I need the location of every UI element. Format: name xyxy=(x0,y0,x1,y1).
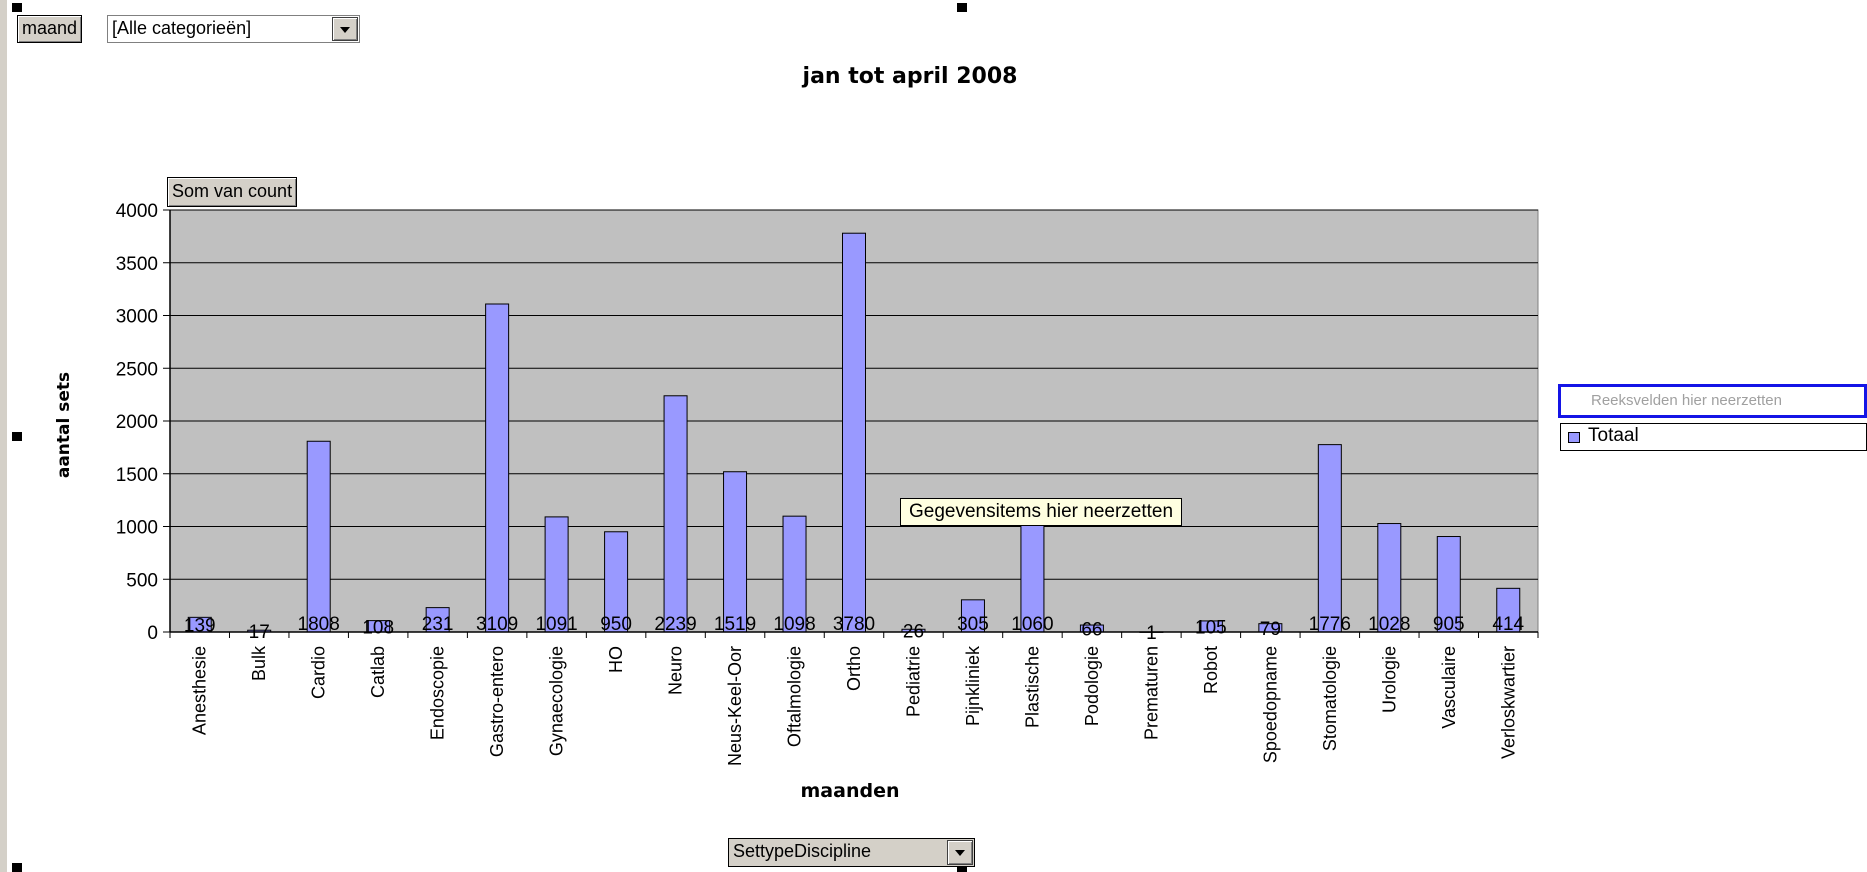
data-label: 305 xyxy=(957,614,989,635)
x-tick-label: Prematuren xyxy=(1141,646,1161,740)
x-tick-label: Pediatrie xyxy=(903,646,923,717)
bar[interactable] xyxy=(663,395,688,633)
x-tick-label: Neuro xyxy=(666,646,686,695)
page-field-value: [Alle categorieën] xyxy=(112,18,252,38)
y-tick-label: 500 xyxy=(126,570,158,591)
data-label: 26 xyxy=(903,622,924,643)
x-tick-label: Stomatologie xyxy=(1320,646,1340,751)
data-label: 79 xyxy=(1260,619,1281,640)
x-tick-label: Oftalmologie xyxy=(785,646,805,747)
data-label: 1776 xyxy=(1309,614,1351,635)
data-label: 1 xyxy=(1146,623,1157,644)
x-tick-label: Catlab xyxy=(368,646,388,698)
bar[interactable] xyxy=(723,471,748,633)
resize-handle-top-left[interactable] xyxy=(12,3,22,12)
data-items-drop-zone[interactable]: Gegevensitems hier neerzetten xyxy=(900,498,1183,526)
y-tick-label: 3500 xyxy=(116,254,158,275)
x-tick-label: HO xyxy=(606,646,626,673)
y-tick-label: 0 xyxy=(147,623,158,644)
data-label: 2239 xyxy=(654,614,696,635)
y-tick-label: 4000 xyxy=(116,201,158,222)
bar[interactable] xyxy=(485,303,510,633)
y-tick-label: 1000 xyxy=(116,518,158,539)
data-field-button[interactable]: Som van count xyxy=(167,177,298,207)
x-tick-label: Gastro-entero xyxy=(487,646,507,757)
x-tick-label: Pijnkliniek xyxy=(963,645,983,726)
x-tick-label: Plastische xyxy=(1022,646,1042,728)
bar[interactable] xyxy=(842,232,866,633)
x-axis-label: maanden xyxy=(800,780,900,802)
page-field-dropdown[interactable]: [Alle categorieën] xyxy=(107,15,360,43)
bar[interactable] xyxy=(306,440,331,633)
legend-label: Totaal xyxy=(1588,425,1639,446)
chart-title: jan tot april 2008 xyxy=(802,64,1018,89)
data-label: 231 xyxy=(422,614,454,635)
x-tick-label: Gynaecologie xyxy=(547,646,567,756)
x-tick-label: Neus-Keel-Oor xyxy=(725,646,745,766)
resize-handle-middle-left[interactable] xyxy=(12,432,22,441)
resize-handle-bottom-center[interactable] xyxy=(957,863,967,872)
x-tick-label: Verloskwartier xyxy=(1498,646,1518,759)
x-tick-label: Robot xyxy=(1201,646,1221,694)
data-label: 1060 xyxy=(1011,614,1053,635)
resize-handle-top-center[interactable] xyxy=(957,3,967,12)
data-label: 1028 xyxy=(1368,614,1410,635)
legend-swatch xyxy=(1568,432,1580,443)
y-tick-label: 3000 xyxy=(116,307,158,328)
chevron-down-icon[interactable] xyxy=(332,17,358,41)
data-label: 105 xyxy=(1195,617,1227,638)
y-tick-label: 1500 xyxy=(116,465,158,486)
resize-handle-bottom-left[interactable] xyxy=(12,863,22,872)
data-label: 3780 xyxy=(833,614,875,635)
legend: Totaal xyxy=(1560,423,1867,451)
x-tick-label: Urologie xyxy=(1379,646,1399,713)
x-tick-label: Endoscopie xyxy=(428,646,448,740)
data-label: 1098 xyxy=(773,614,815,635)
y-tick-label: 2500 xyxy=(116,359,158,380)
x-tick-label: Vasculaire xyxy=(1439,646,1459,729)
x-tick-label: Bulk xyxy=(249,645,269,681)
x-tick-label: Spoedopname xyxy=(1260,646,1280,763)
window-left-border xyxy=(0,0,7,872)
bar[interactable] xyxy=(1317,444,1342,633)
x-tick-label: Podologie xyxy=(1082,646,1102,726)
data-label: 905 xyxy=(1433,614,1465,635)
data-label: 3109 xyxy=(476,614,518,635)
x-tick-label: Ortho xyxy=(844,646,864,691)
x-tick-label: Cardio xyxy=(309,646,329,699)
data-label: 17 xyxy=(249,622,270,643)
data-label: 139 xyxy=(184,616,216,637)
y-tick-label: 2000 xyxy=(116,412,158,433)
data-label: 950 xyxy=(600,614,632,635)
data-label: 414 xyxy=(1492,614,1524,635)
data-label: 1091 xyxy=(535,614,577,635)
page-field-button[interactable]: maand xyxy=(17,15,83,43)
chevron-down-icon[interactable] xyxy=(947,840,973,865)
data-label: 66 xyxy=(1081,620,1102,641)
data-label: 1519 xyxy=(714,614,756,635)
category-field-dropdown[interactable]: SettypeDiscipline xyxy=(728,838,975,867)
data-label: 108 xyxy=(362,617,394,638)
category-field-label: SettypeDiscipline xyxy=(733,841,872,861)
data-label: 1808 xyxy=(298,614,340,635)
x-tick-label: Anesthesie xyxy=(190,646,210,735)
series-drop-zone[interactable]: Reeksvelden hier neerzetten xyxy=(1558,384,1867,418)
